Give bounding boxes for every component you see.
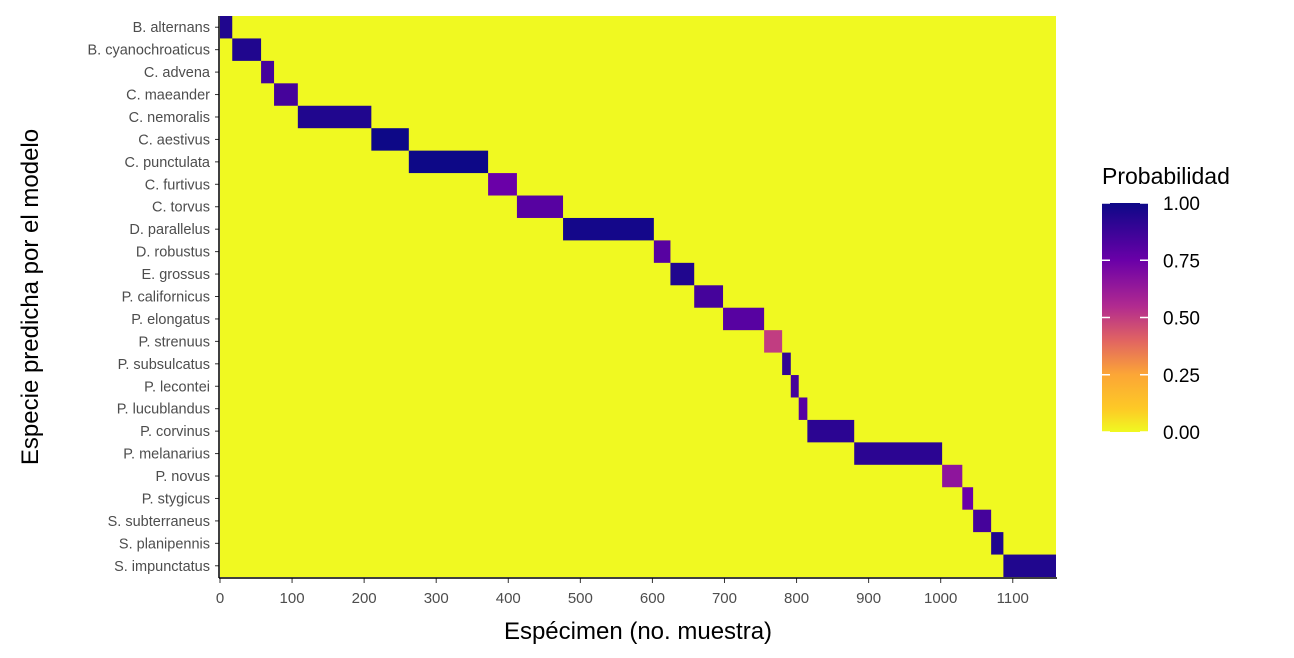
y-tick-label: P. elongatus bbox=[131, 312, 210, 328]
heatmap-cell bbox=[973, 509, 992, 533]
y-tick-label: P. melanarius bbox=[123, 447, 210, 463]
heatmap-cell bbox=[274, 83, 298, 106]
heatmap-cell bbox=[798, 397, 808, 420]
y-tick-label: P. californicus bbox=[122, 290, 210, 306]
heatmap-cell bbox=[790, 375, 799, 398]
x-ticks: 0 100 200 300 400 500 600 700 800 900 1000 1100 bbox=[216, 578, 1029, 607]
heatmap-cell bbox=[962, 487, 974, 510]
heatmap-cell bbox=[261, 60, 275, 84]
x-tick-label: 0 bbox=[216, 590, 224, 607]
x-tick-label: 100 bbox=[280, 590, 305, 607]
heatmap-cell bbox=[408, 150, 489, 174]
legend-tick-label: 0.25 bbox=[1163, 366, 1200, 387]
legend-tick-label: 0.00 bbox=[1163, 423, 1200, 444]
y-tick-labels: B. alternans B. cyanochroaticus C. advena C… bbox=[87, 20, 219, 575]
y-tick-label: D. robustus bbox=[136, 245, 210, 261]
heatmap-cell bbox=[488, 173, 517, 196]
y-tick-label: C. furtivus bbox=[145, 177, 210, 193]
heatmap-cell bbox=[764, 330, 783, 353]
x-tick-label: 200 bbox=[352, 590, 377, 607]
x-tick-label: 600 bbox=[640, 590, 665, 607]
x-tick-label: 700 bbox=[712, 590, 737, 607]
legend: Probabilidad 1.00 0.75 0.50 0.25 0.00 bbox=[1102, 163, 1230, 444]
y-tick-label: P. corvinus bbox=[140, 424, 210, 440]
y-tick-label: P. subsulcatus bbox=[118, 357, 210, 373]
legend-ticks: 1.00 0.75 0.50 0.25 0.00 bbox=[1102, 194, 1200, 444]
y-axis-title: Especie predicha por el modelo bbox=[17, 129, 44, 465]
y-tick-label: C. punctulata bbox=[125, 155, 211, 171]
y-tick-label: B. alternans bbox=[133, 20, 210, 36]
x-tick-label: 500 bbox=[568, 590, 593, 607]
y-tick-label: C. aestivus bbox=[138, 132, 210, 148]
y-tick-label: P. lucublandus bbox=[117, 402, 210, 418]
heatmap-cell bbox=[232, 38, 262, 61]
x-axis-title: Espécimen (no. muestra) bbox=[504, 618, 772, 645]
heatmap-cell bbox=[297, 105, 372, 129]
heatmap-cell bbox=[563, 217, 654, 241]
legend-tick-label: 0.50 bbox=[1163, 309, 1200, 330]
heatmap-cell bbox=[854, 442, 943, 465]
legend-tick-label: 0.75 bbox=[1163, 251, 1200, 272]
heatmap-cell bbox=[1003, 554, 1056, 577]
heatmap-cell bbox=[991, 532, 1004, 555]
legend-title: Probabilidad bbox=[1102, 163, 1230, 189]
x-tick-label: 300 bbox=[424, 590, 449, 607]
y-tick-label: S. impunctatus bbox=[114, 559, 210, 575]
legend-tick-label: 1.00 bbox=[1163, 194, 1200, 215]
heatmap-cell bbox=[516, 195, 564, 218]
y-tick-label: E. grossus bbox=[142, 267, 211, 283]
x-tick-label: 900 bbox=[856, 590, 881, 607]
heatmap-cell bbox=[371, 128, 409, 151]
x-tick-label: 1100 bbox=[997, 590, 1029, 607]
y-tick-label: B. cyanochroaticus bbox=[87, 43, 210, 59]
x-tick-label: 800 bbox=[784, 590, 809, 607]
plot-panel bbox=[220, 16, 1056, 577]
x-tick-label: 400 bbox=[496, 590, 521, 607]
heatmap-cell bbox=[723, 307, 765, 331]
y-tick-label: C. advena bbox=[144, 65, 211, 81]
y-tick-label: S. planipennis bbox=[119, 536, 210, 552]
heatmap-cell bbox=[942, 464, 963, 488]
y-tick-label: D. parallelus bbox=[129, 222, 210, 238]
heatmap-cell bbox=[653, 240, 671, 263]
y-tick-label: P. lecontei bbox=[144, 379, 210, 395]
y-tick-label: C. maeander bbox=[126, 88, 210, 104]
y-tick-label: C. nemoralis bbox=[129, 110, 210, 126]
x-tick-label: 1000 bbox=[924, 590, 957, 607]
heatmap-cell bbox=[782, 352, 791, 376]
y-tick-label: P. novus bbox=[155, 469, 210, 485]
y-tick-label: S. subterraneus bbox=[108, 514, 210, 530]
heatmap-cell bbox=[807, 419, 855, 443]
heatmap-cell bbox=[670, 262, 695, 286]
heatmap-cell bbox=[694, 285, 724, 308]
y-tick-label: P. strenuus bbox=[139, 334, 210, 350]
y-tick-label: C. torvus bbox=[152, 200, 210, 216]
y-tick-label: P. stygicus bbox=[142, 491, 210, 507]
heatmap-cell bbox=[220, 16, 233, 39]
heatmap-cells bbox=[220, 16, 1056, 577]
